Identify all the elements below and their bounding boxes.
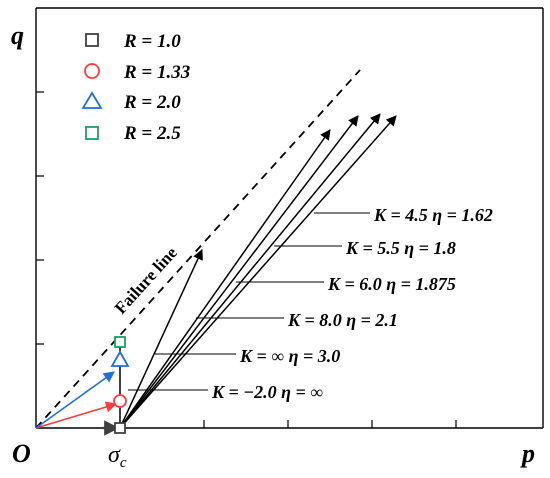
sigma-c-label: σc — [108, 442, 127, 471]
path-label-k-inf: K = ∞ η = 3.0 — [239, 346, 340, 366]
x-axis-label: p — [520, 439, 535, 468]
path-label-k4-5: K = 4.5 η = 1.62 — [373, 205, 493, 225]
path-label-k-neg2: K = −2.0 η = ∞ — [211, 382, 323, 402]
path-k5-5 — [119, 113, 381, 429]
path-k-inf — [119, 249, 203, 429]
y-axis-label: q — [11, 21, 24, 50]
legend-label-r20: R = 2.0 — [123, 92, 181, 113]
leader-lines — [128, 212, 370, 391]
legend: R = 1.0 R = 1.33 R = 2.0 R = 2.5 — [81, 31, 190, 144]
x-ticks — [119, 420, 457, 428]
failure-line — [35, 69, 361, 429]
legend-marker-r25 — [85, 126, 99, 140]
path-label-k8-0: K = 8.0 η = 2.1 — [287, 310, 398, 330]
legend-marker-r133 — [84, 63, 100, 79]
legend-label-r133: R = 1.33 — [123, 62, 190, 83]
marker-r25 — [114, 336, 126, 348]
legend-label-r10: R = 1.0 — [123, 31, 181, 52]
y-ticks — [36, 91, 44, 345]
path-label-k5-5: K = 5.5 η = 1.8 — [345, 238, 456, 258]
red-path-arrow — [35, 401, 118, 429]
marker-r20 — [110, 350, 130, 367]
path-k6-0 — [119, 115, 359, 429]
legend-marker-r10 — [85, 33, 99, 47]
path-k8-0 — [119, 129, 331, 429]
origin-label: O — [12, 439, 31, 468]
marker-r10 — [114, 422, 126, 434]
marker-r133 — [113, 394, 127, 408]
path-label-k6-0: K = 6.0 η = 1.875 — [327, 274, 456, 294]
path-k4-5 — [119, 115, 397, 429]
blue-path-arrow — [35, 371, 115, 429]
legend-label-r25: R = 2.5 — [123, 123, 181, 144]
legend-marker-r20 — [81, 91, 103, 109]
